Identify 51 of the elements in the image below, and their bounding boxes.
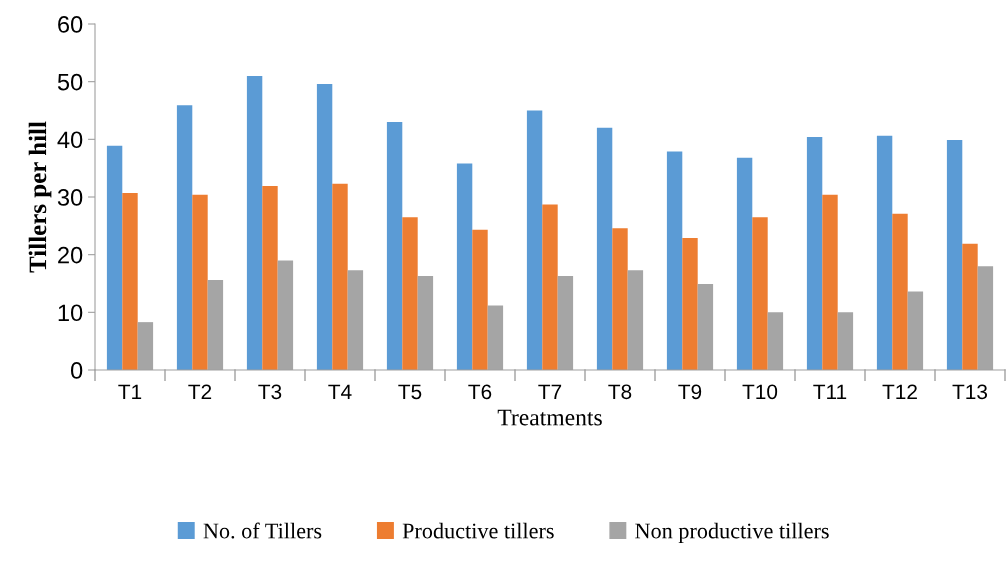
y-tick-label: 30 [57,189,83,206]
y-axis-title: Tillers per hill [28,121,52,273]
bar [682,237,698,370]
bar [316,83,333,370]
x-tick-label: T3 [258,384,282,400]
bar [386,122,403,370]
x-tick-label: T5 [398,384,422,400]
bar [822,194,838,370]
x-tick-label: T7 [538,384,562,399]
bar [402,217,418,370]
x-tick-label: T10 [742,384,778,400]
bar [192,194,208,370]
bar [456,163,473,370]
bar [262,186,278,370]
bar [962,243,978,370]
bar [876,135,893,370]
x-tick-label: T11 [813,384,847,399]
bar [122,192,138,370]
legend-label: No. of Tillers [203,522,322,539]
bar [176,105,193,370]
x-tick-label: T13 [952,384,988,400]
y-tick-label: 0 [70,362,83,379]
bar [806,137,823,370]
x-tick-label: T6 [468,384,492,400]
y-tick-label: 50 [57,73,83,91]
x-axis-title: Treatments [497,409,602,426]
bar [106,145,123,370]
bar [332,183,348,370]
bar [246,75,263,370]
bar [666,151,683,370]
legend-label: Non productive tillers [635,522,829,543]
x-tick-label: T8 [608,384,632,400]
bar [542,204,558,370]
y-tick-label: 60 [58,16,83,33]
x-tick-label: T4 [328,384,352,399]
y-tick-label: 20 [58,246,83,264]
bar [752,217,768,370]
bar [892,213,908,370]
bar [612,228,628,370]
bar [946,139,963,370]
y-tick-label: 40 [57,131,83,149]
bar [596,127,613,370]
x-tick-label: T12 [882,384,917,399]
bar [736,157,753,370]
x-tick-label: T2 [188,384,212,399]
bar [526,110,543,370]
x-tick-label: T1 [118,384,142,399]
legend-label: Productive tillers [402,522,554,539]
x-tick-label: T9 [678,384,702,400]
bar [472,229,488,370]
y-tick-label: 10 [58,304,83,322]
